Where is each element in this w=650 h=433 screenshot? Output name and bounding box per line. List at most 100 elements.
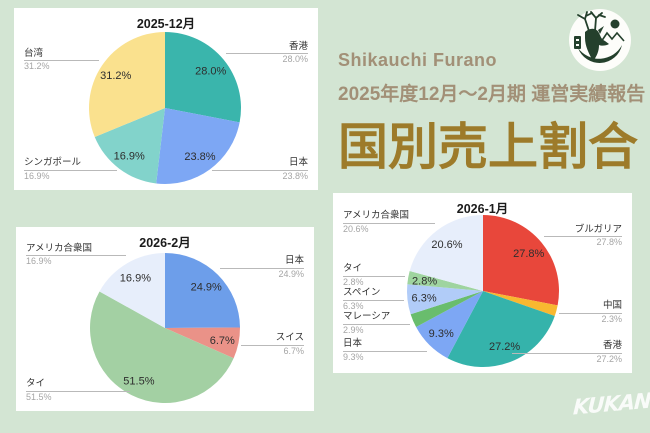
slice-outer-percent: 2.3% — [601, 313, 622, 324]
slice-outer-label: タイ 2.8% — [343, 264, 406, 287]
seal-mark — [576, 44, 579, 46]
slice-outer-percent: 16.9% — [24, 170, 50, 181]
slice-outer-label: 日本 9.3% — [343, 339, 428, 362]
slice-country-name: タイ — [343, 264, 406, 277]
pie-slice-中国 — [483, 291, 558, 317]
pie-slice-タイ — [90, 291, 234, 403]
slice-inside-percent: 51.5% — [123, 375, 154, 387]
slice-outer-percent: 2.9% — [343, 324, 364, 335]
slice-outer-percent: 27.2% — [596, 353, 622, 364]
seal-stamp-icon — [574, 36, 581, 49]
slice-outer-label: スイス 6.7% — [241, 333, 304, 356]
pie-card-2026-01: 2026-1月 27.8% 27.2% 9.3% 6.3% 2.8% 20.6% ブルガリア… — [333, 193, 632, 373]
pie-slice-香港 — [165, 32, 241, 123]
pie-svg: 27.8% 27.2% 9.3% 6.3% 2.8% 20.6% — [407, 215, 559, 367]
kukan-watermark: KUKAN — [572, 388, 650, 420]
report-header: Shikauchi Furano 2025年度12月～2月期 運営実績報告 国別… — [338, 50, 646, 175]
pie-slice-アメリカ合衆国 — [99, 253, 165, 328]
pie-chart-jan: 27.8% 27.2% 9.3% 6.3% 2.8% 20.6% ブルガリア 27.8% 中国 2… — [333, 193, 632, 373]
slice-outer-percent: 6.3% — [343, 300, 364, 311]
pie-slice-日本 — [165, 253, 240, 328]
slice-outer-percent: 24.9% — [278, 268, 304, 279]
pie-card-2026-02: 2026-2月 24.9% 6.7% 51.5% 16.9% 日本 24.9% スイス 6.7… — [16, 227, 314, 411]
slice-inside-percent: 6.3% — [412, 293, 437, 305]
deer-ear-icon — [598, 26, 604, 34]
slice-outer-label: 香港 28.0% — [225, 42, 308, 65]
slice-outer-label: シンガポール 16.9% — [24, 158, 118, 181]
slice-country-name: タイ — [26, 379, 131, 392]
pie-slice-アメリカ合衆国 — [409, 215, 483, 291]
slice-outer-label: 中国 2.3% — [559, 301, 622, 324]
slice-outer-label: ブルガリア 27.8% — [543, 225, 622, 248]
slice-inside-percent: 9.3% — [429, 328, 454, 340]
deer-logo-svg — [569, 9, 631, 71]
slice-outer-label: 日本 23.8% — [211, 158, 308, 181]
pie-slice-ブルガリア — [483, 215, 559, 306]
pie-slice-台湾 — [89, 32, 165, 138]
slice-country-name: 中国 — [559, 301, 622, 314]
slice-inside-percent: 6.7% — [210, 335, 235, 347]
chart-title-feb: 2026-2月 — [139, 236, 191, 250]
slice-country-name: アメリカ合衆国 — [343, 211, 436, 224]
slice-country-name: 香港 — [511, 341, 622, 354]
pie-slice-シンガポール — [94, 108, 165, 184]
slice-outer-label: アメリカ合衆国 20.6% — [343, 211, 436, 234]
slice-country-name: シンガポール — [24, 158, 118, 171]
slice-outer-label: 香港 27.2% — [511, 341, 622, 364]
slice-inside-percent: 27.8% — [513, 248, 544, 260]
deer-logo — [568, 8, 632, 72]
slice-outer-label: マレーシア 2.9% — [343, 312, 411, 335]
slice-outer-label: 台湾 31.2% — [24, 49, 100, 72]
slice-outer-percent: 23.8% — [282, 170, 308, 181]
slice-country-name: 日本 — [343, 339, 428, 352]
seal-mark — [576, 39, 579, 41]
slice-outer-percent: 16.9% — [26, 256, 52, 267]
chart-title-jan: 2026-1月 — [456, 202, 509, 216]
slice-country-name: マレーシア — [343, 312, 411, 325]
deer-head-icon — [585, 28, 609, 61]
slice-inside-percent: 24.9% — [191, 282, 222, 294]
page-title: 国別売上割合 — [338, 119, 638, 175]
slice-inside-percent: 16.9% — [120, 273, 151, 285]
slice-outer-percent: 20.6% — [343, 223, 369, 234]
pie-card-2025-12: 2025-12月 28.0% 23.8% 16.9% 31.2% 香港 28.0% 日本 23… — [14, 8, 318, 190]
antlers-icon — [577, 11, 606, 32]
slice-inside-percent: 20.6% — [431, 239, 462, 251]
slice-inside-percent: 28.0% — [195, 65, 226, 77]
pie-slice-日本 — [416, 291, 483, 359]
slice-outer-label: スペイン 6.3% — [343, 288, 405, 311]
slice-inside-percent: 27.2% — [489, 341, 520, 353]
crescent-icon — [578, 45, 622, 63]
mountains-icon — [600, 31, 625, 43]
pie-slice-タイ — [407, 271, 483, 291]
report-period-subtitle: 2025年度12月～2月期 運営実績報告 — [338, 84, 646, 105]
slice-inside-percent: 23.8% — [184, 151, 215, 163]
pie-slice-日本 — [156, 108, 240, 184]
pie-svg: 28.0% 23.8% 16.9% 31.2% — [89, 32, 241, 184]
pie-chart-dec: 28.0% 23.8% 16.9% 31.2% 香港 28.0% 日本 23.8% シンガポール… — [14, 8, 318, 190]
slice-country-name: アメリカ合衆国 — [26, 243, 126, 257]
slice-country-name: スペイン — [343, 288, 405, 301]
slice-inside-percent: 2.8% — [412, 276, 437, 288]
sun-icon — [610, 19, 620, 29]
pie-slice-香港 — [447, 291, 555, 367]
pie-svg: 24.9% 6.7% 51.5% 16.9% — [90, 253, 240, 403]
slice-outer-percent: 9.3% — [343, 351, 364, 362]
slice-outer-percent: 31.2% — [24, 61, 50, 72]
slice-country-name: 台湾 — [24, 49, 100, 62]
slice-inside-percent: 16.9% — [114, 150, 145, 162]
pie-chart-feb: 24.9% 6.7% 51.5% 16.9% 日本 24.9% スイス 6.7% タイ 51.5%… — [16, 227, 314, 411]
slice-outer-percent: 51.5% — [26, 391, 52, 402]
pie-slice-スペイン — [407, 284, 483, 315]
slice-country-name: 香港 — [225, 42, 308, 55]
slice-outer-percent: 27.8% — [596, 237, 622, 248]
slice-outer-percent: 6.7% — [283, 345, 304, 356]
slice-outer-label: アメリカ合衆国 16.9% — [26, 243, 126, 267]
slice-country-name: 日本 — [219, 256, 304, 269]
slice-country-name: スイス — [241, 333, 304, 346]
brand-name: Shikauchi Furano — [338, 50, 498, 70]
slice-outer-label: 日本 24.9% — [219, 256, 304, 279]
slice-country-name: ブルガリア — [543, 225, 622, 238]
slice-outer-label: タイ 51.5% — [26, 379, 131, 402]
chart-title-dec: 2025-12月 — [136, 17, 196, 31]
